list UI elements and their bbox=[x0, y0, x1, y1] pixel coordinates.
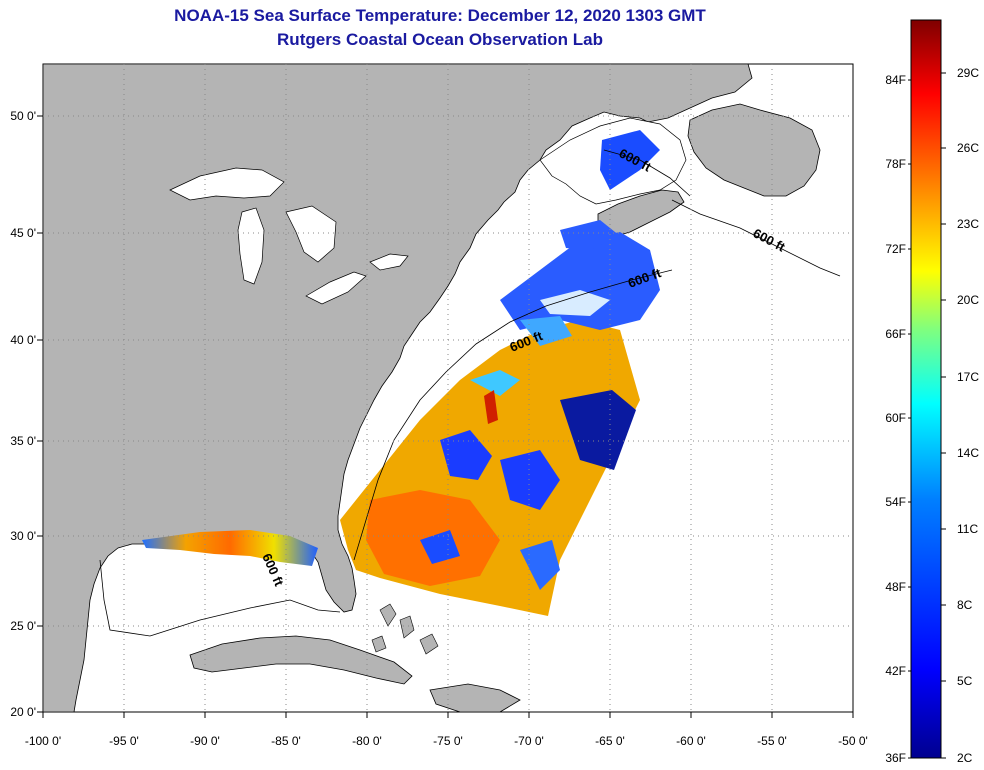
latitude-tick-label: 20 0' bbox=[10, 705, 36, 719]
colorbar-c-label: 29C bbox=[957, 66, 979, 80]
land-bahamas bbox=[371, 603, 439, 655]
longitude-tick-label: -95 0' bbox=[109, 734, 139, 748]
longitude-tick-label: -80 0' bbox=[352, 734, 382, 748]
colorbar-c-label: 17C bbox=[957, 370, 979, 384]
latitude-tick-label: 30 0' bbox=[10, 529, 36, 543]
land-hispaniola bbox=[429, 683, 521, 712]
latitude-tick-label: 35 0' bbox=[10, 434, 36, 448]
latitude-axis: 50 0' 45 0' 40 0' 35 0' 30 0' 25 0' 20 0' bbox=[10, 109, 43, 719]
sst-swath bbox=[340, 130, 660, 616]
longitude-tick-label: -50 0' bbox=[838, 734, 868, 748]
grid-lines bbox=[43, 64, 853, 712]
colorbar-celsius-labels: 29C 26C 23C 20C 17C 14C 11C 8C 5C 2C bbox=[941, 66, 979, 765]
isobath-600ft bbox=[99, 149, 841, 637]
lake-ontario bbox=[369, 253, 409, 271]
longitude-tick-label: -100 0' bbox=[25, 734, 61, 748]
colorbar-c-label: 26C bbox=[957, 141, 979, 155]
colorbar-c-label: 8C bbox=[957, 598, 973, 612]
lake-erie bbox=[305, 271, 367, 305]
colorbar-f-label: 78F bbox=[885, 157, 906, 171]
latitude-tick-label: 40 0' bbox=[10, 333, 36, 347]
land-north-america bbox=[43, 64, 753, 712]
colorbar-f-label: 54F bbox=[885, 495, 906, 509]
colorbar-f-label: 42F bbox=[885, 664, 906, 678]
longitude-axis: -100 0' -95 0' -90 0' -85 0' -80 0' -75 0' -70… bbox=[25, 712, 868, 748]
lake-superior bbox=[169, 167, 285, 201]
longitude-tick-label: -70 0' bbox=[514, 734, 544, 748]
map-title: NOAA-15 Sea Surface Temperature: Decembe… bbox=[174, 6, 706, 25]
colorbar-c-label: 11C bbox=[957, 522, 978, 536]
gulf-sst-strip bbox=[142, 530, 318, 566]
longitude-tick-label: -65 0' bbox=[595, 734, 625, 748]
longitude-tick-label: -60 0' bbox=[676, 734, 706, 748]
colorbar-fahrenheit-labels: 84F 78F 72F 66F 60F 54F 48F 42F 36F bbox=[885, 73, 911, 765]
land-atlantic-canada bbox=[687, 103, 821, 197]
lake-huron bbox=[285, 205, 337, 263]
colorbar bbox=[910, 19, 942, 759]
colorbar-f-label: 84F bbox=[885, 73, 906, 87]
latitude-tick-label: 45 0' bbox=[10, 226, 36, 240]
colorbar-f-label: 72F bbox=[885, 242, 906, 256]
longitude-tick-label: -55 0' bbox=[757, 734, 787, 748]
longitude-tick-label: -90 0' bbox=[190, 734, 220, 748]
colorbar-f-label: 66F bbox=[885, 327, 906, 341]
map-subtitle: Rutgers Coastal Ocean Observation Lab bbox=[277, 30, 603, 49]
longitude-tick-label: -85 0' bbox=[271, 734, 301, 748]
latitude-tick-label: 25 0' bbox=[10, 619, 36, 633]
land-cuba bbox=[189, 635, 413, 685]
colorbar-c-label: 2C bbox=[957, 751, 973, 765]
longitude-tick-label: -75 0' bbox=[433, 734, 463, 748]
latitude-tick-label: 50 0' bbox=[10, 109, 36, 123]
colorbar-c-label: 23C bbox=[957, 217, 979, 231]
colorbar-c-label: 14C bbox=[957, 446, 979, 460]
colorbar-f-label: 36F bbox=[885, 751, 906, 765]
lake-michigan bbox=[237, 207, 265, 285]
colorbar-c-label: 5C bbox=[957, 674, 973, 688]
colorbar-f-label: 48F bbox=[885, 580, 906, 594]
colorbar-f-label: 60F bbox=[885, 411, 906, 425]
colorbar-c-label: 20C bbox=[957, 293, 979, 307]
